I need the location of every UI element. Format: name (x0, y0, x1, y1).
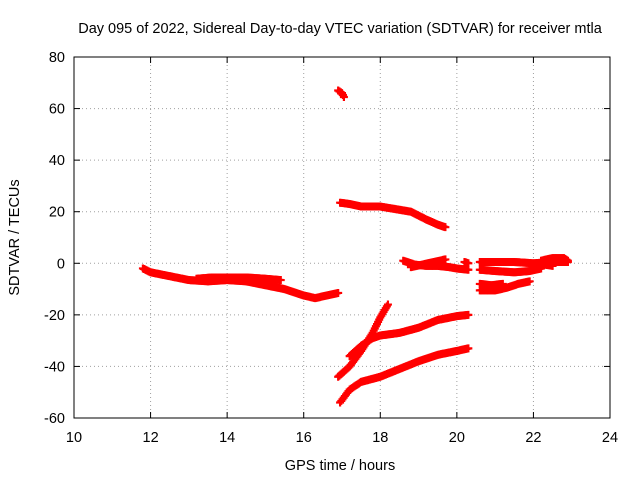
data-point (525, 277, 534, 286)
data-point (441, 223, 450, 232)
series-arc-9 (460, 257, 473, 268)
y-tick-label: -20 (44, 308, 65, 324)
series-arc-2 (334, 86, 348, 101)
data-point (548, 261, 557, 270)
series-arc-15 (529, 260, 557, 270)
x-tick-label: 18 (372, 430, 388, 446)
y-tick-label: 40 (49, 153, 65, 169)
y-tick-label: 60 (49, 102, 65, 118)
x-tick-label: 12 (143, 430, 159, 446)
data-point (464, 310, 473, 319)
data-point (563, 256, 572, 265)
y-axis-label: SDTVAR / TECUs (7, 179, 23, 295)
data-point (441, 255, 450, 264)
y-tick-label: -40 (44, 359, 65, 375)
x-tick-label: 22 (525, 430, 541, 446)
y-tick-label: 80 (49, 50, 65, 66)
chart-title: Day 095 of 2022, Sidereal Day-to-day VTE… (78, 21, 602, 37)
series-arc-1 (138, 264, 343, 303)
y-tick-label: 20 (49, 205, 65, 221)
series-arc-5 (336, 344, 473, 407)
x-tick-label: 20 (449, 430, 465, 446)
grid-lines (73, 56, 611, 419)
series-arc-6 (345, 310, 473, 361)
data-point (334, 288, 343, 297)
x-tick-label: 16 (296, 430, 312, 446)
x-axis-label: GPS time / hours (285, 458, 395, 474)
axis-ticks: 10 12 14 16 18 20 22 24 -60 -40 -20 0 20 40 60 80 (44, 50, 618, 446)
x-tick-label: 14 (219, 430, 235, 446)
series-arc-8 (406, 255, 450, 272)
series-arc-1b (192, 273, 285, 285)
series-arc-13 (475, 279, 507, 290)
data-point (276, 276, 285, 285)
data-point (464, 344, 473, 353)
series-arc-3 (336, 198, 450, 232)
x-tick-label: 10 (66, 430, 82, 446)
y-tick-label: 0 (57, 256, 65, 272)
data-point (339, 92, 348, 101)
data-point (498, 279, 507, 288)
data-points (138, 86, 572, 407)
data-point (383, 300, 392, 309)
x-tick-label: 24 (602, 430, 618, 446)
plot-frame (73, 56, 611, 419)
data-point (464, 259, 473, 268)
y-tick-label: -60 (44, 411, 65, 427)
